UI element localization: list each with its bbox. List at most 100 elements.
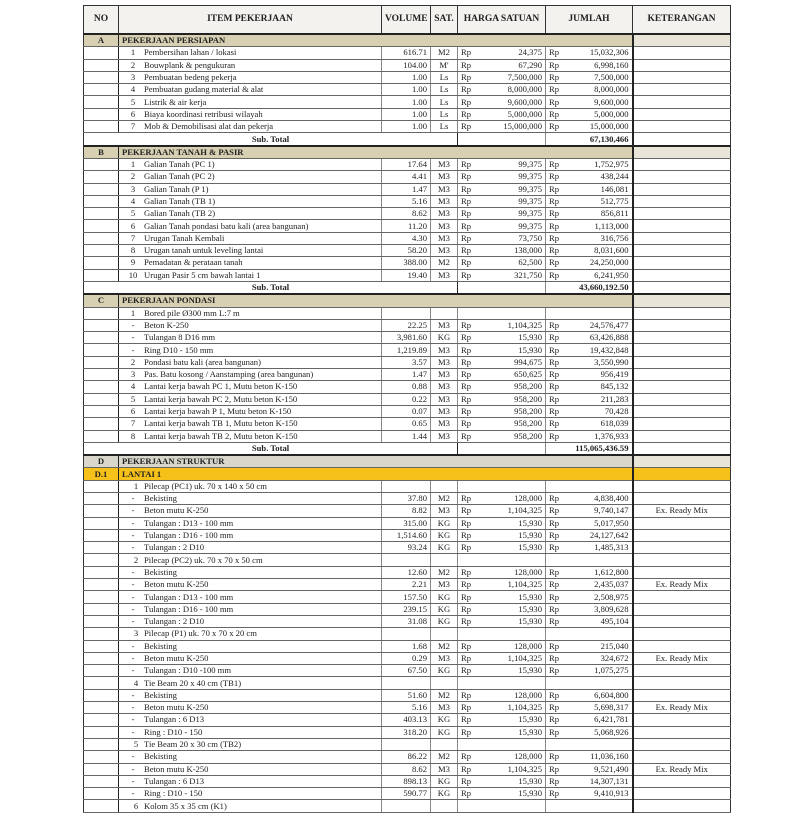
sat-cell: KG bbox=[430, 713, 458, 727]
volume-cell: 1,219.89 bbox=[381, 343, 431, 357]
rp-pair: Rp 1,104,325 bbox=[461, 653, 542, 664]
currency-label: Rp bbox=[461, 84, 472, 95]
jumlah-cell-value: 11,036,160 bbox=[590, 751, 629, 762]
no-cell bbox=[83, 615, 119, 629]
jumlah-cell-value: 8,031,600 bbox=[594, 245, 629, 256]
no-cell bbox=[83, 269, 119, 282]
keterangan-cell: Ex. Ready Mix bbox=[631, 763, 731, 776]
table-row: 4 Lantai kerja bawah PC 1, Mutu beton K-1… bbox=[83, 380, 731, 394]
jumlah-cell: Rp 1,113,000 bbox=[545, 219, 633, 233]
no-cell bbox=[83, 120, 119, 134]
item-description: Tulangan : 2 D10 bbox=[144, 542, 205, 553]
harga-cell-value: 958,200 bbox=[514, 418, 542, 429]
currency-label: Rp bbox=[461, 493, 472, 504]
item-cell: - Beton mutu K-250 bbox=[118, 504, 382, 518]
jumlah-cell: Rp 215,040 bbox=[545, 640, 633, 653]
rp-pair: Rp 8,000,000 bbox=[549, 84, 629, 95]
item-cell: 4 Galian Tanah (TB 1) bbox=[118, 195, 382, 209]
keterangan-cell bbox=[631, 294, 731, 308]
item-cell: - Tulangan : 2 D10 bbox=[118, 615, 382, 629]
keterangan-cell bbox=[631, 442, 731, 457]
item-cell: 3 Galian Tanah (P 1) bbox=[118, 183, 382, 196]
table-row: 1 Pilecap (PC1) uk. 70 x 140 x 50 cm bbox=[83, 480, 731, 493]
rp-pair: Rp 958,200 bbox=[461, 394, 542, 405]
rp-pair: Rp 15,930 bbox=[461, 714, 542, 725]
harga-cell: Rp 958,200 bbox=[457, 417, 546, 431]
jumlah-cell: Rp 8,000,000 bbox=[545, 83, 633, 97]
subtotal-value: 67,130,466 bbox=[545, 132, 633, 147]
jumlah-cell-value: 8,000,000 bbox=[594, 84, 629, 95]
sat-cell: M2 bbox=[430, 689, 458, 703]
keterangan-cell bbox=[631, 787, 731, 801]
harga-cell-value: 1,104,325 bbox=[507, 505, 542, 516]
currency-label: Rp bbox=[549, 616, 560, 627]
harga-cell: Rp 138,000 bbox=[457, 244, 546, 258]
sat-cell: M3 bbox=[430, 405, 458, 419]
item-description: Bekisting bbox=[144, 493, 177, 504]
volume-cell: 3,981.60 bbox=[381, 331, 431, 345]
sat-cell: M2 bbox=[430, 750, 458, 764]
sat-cell: M2 bbox=[430, 566, 458, 580]
harga-cell-value: 15,000,000 bbox=[503, 121, 542, 132]
table-row: 3 Pas. Batu kosong / Aanstamping (area ba… bbox=[83, 368, 731, 382]
item-description: Pemadatan & perataan tanah bbox=[144, 257, 243, 268]
harga-cell: Rp 15,930 bbox=[457, 664, 546, 678]
jumlah-cell: Rp 19,432,848 bbox=[545, 343, 633, 357]
currency-label: Rp bbox=[461, 171, 472, 182]
currency-label: Rp bbox=[461, 269, 472, 280]
sat-cell bbox=[430, 627, 458, 641]
volume-cell: 4.41 bbox=[381, 170, 431, 184]
no-cell bbox=[83, 256, 119, 270]
harga-cell: Rp 5,000,000 bbox=[457, 108, 546, 122]
item-number: 5 bbox=[130, 393, 136, 404]
col-no: NO bbox=[83, 5, 119, 35]
volume-cell: 403.13 bbox=[381, 713, 431, 727]
item-cell: 8 Urugan tanah untuk leveling lantai bbox=[118, 244, 382, 258]
rp-pair: Rp 1,376,933 bbox=[549, 431, 629, 442]
harga-cell bbox=[457, 799, 546, 813]
harga-cell: Rp 650,625 bbox=[457, 368, 546, 382]
jumlah-cell: Rp 9,410,913 bbox=[545, 787, 633, 801]
harga-cell-value: 99,375 bbox=[518, 183, 542, 194]
volume-cell: 86.22 bbox=[381, 750, 431, 764]
item-description: Tulangan : 2 D10 bbox=[144, 616, 205, 627]
sat-cell bbox=[430, 307, 458, 320]
keterangan-cell bbox=[631, 331, 731, 345]
no-cell bbox=[83, 71, 119, 85]
rp-pair: Rp 15,930 bbox=[461, 592, 542, 603]
jumlah-cell: Rp 4,838,400 bbox=[545, 492, 633, 506]
rp-pair: Rp 650,625 bbox=[461, 369, 542, 380]
harga-cell-value: 321,750 bbox=[514, 269, 542, 280]
jumlah-cell-value: 9,410,913 bbox=[594, 788, 629, 799]
currency-label: Rp bbox=[549, 665, 560, 676]
currency-label: Rp bbox=[549, 72, 560, 83]
rp-pair: Rp 316,756 bbox=[549, 233, 629, 244]
no-cell bbox=[83, 356, 119, 370]
rp-pair: Rp 7,500,000 bbox=[461, 72, 542, 83]
item-description: Lantai kerja bawah PC 1, Mutu beton K-15… bbox=[144, 381, 298, 392]
no-cell bbox=[83, 652, 119, 666]
harga-cell: Rp 128,000 bbox=[457, 566, 546, 580]
jumlah-cell-value: 15,000,000 bbox=[589, 121, 629, 132]
item-number: - bbox=[131, 616, 135, 627]
table-row: 2 Pilecap (PC2) uk. 70 x 70 x 50 cm bbox=[83, 553, 731, 567]
jumlah-cell-value: 3,550,990 bbox=[594, 356, 629, 367]
harga-cell: Rp 15,000,000 bbox=[457, 120, 546, 134]
section-title: PEKERJAAN TANAH & PASIR bbox=[118, 145, 633, 159]
rp-pair: Rp 6,998,160 bbox=[549, 60, 629, 71]
harga-cell-value: 1,104,325 bbox=[507, 319, 542, 330]
jumlah-cell-value: 215,040 bbox=[600, 640, 629, 651]
item-number: 6 bbox=[130, 108, 136, 119]
jumlah-cell-value: 3,809,628 bbox=[594, 603, 629, 614]
rp-pair: Rp 1,752,975 bbox=[549, 159, 629, 170]
item-number: 1 bbox=[133, 480, 139, 491]
rp-pair: Rp 856,811 bbox=[549, 208, 629, 219]
volume-cell: 1.00 bbox=[381, 108, 431, 122]
item-number: - bbox=[131, 714, 135, 725]
currency-label: Rp bbox=[461, 47, 472, 58]
item-cell: - Beton mutu K-250 bbox=[118, 763, 382, 776]
sat-cell: KG bbox=[430, 787, 458, 801]
rp-pair: Rp 3,550,990 bbox=[549, 357, 629, 368]
currency-label: Rp bbox=[461, 406, 472, 417]
rp-pair: Rp 5,000,000 bbox=[549, 109, 629, 120]
